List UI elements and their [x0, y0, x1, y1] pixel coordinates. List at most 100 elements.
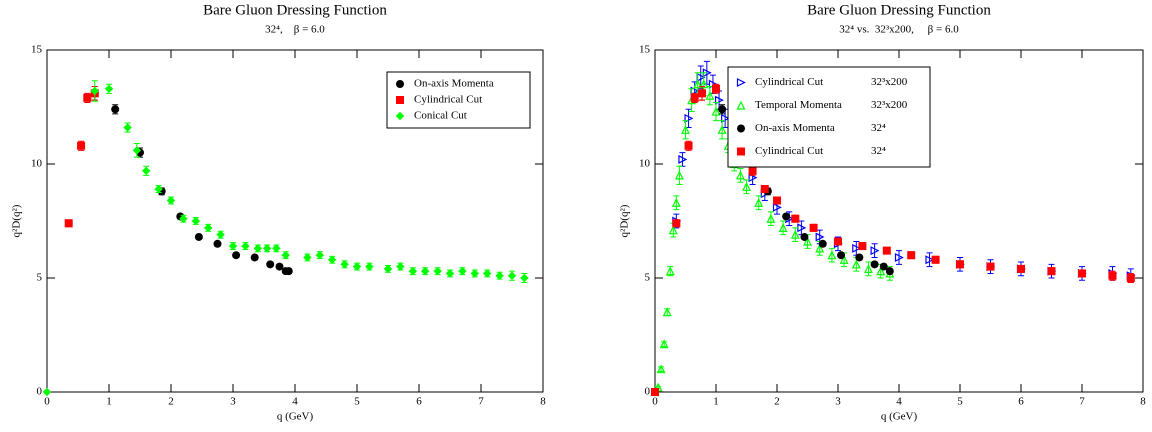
error-bar	[926, 252, 933, 268]
legend-label: Cylindrical Cut	[414, 94, 482, 106]
marker	[228, 241, 238, 251]
y-tick-label: 5	[37, 272, 43, 284]
marker	[803, 236, 812, 246]
marker	[737, 124, 745, 133]
marker	[697, 89, 706, 98]
marker	[718, 105, 727, 114]
marker	[520, 273, 529, 283]
marker	[482, 269, 492, 278]
marker	[736, 78, 746, 87]
marker	[1126, 274, 1135, 282]
legend-box	[727, 66, 931, 168]
marker	[262, 244, 272, 253]
marker	[721, 113, 730, 123]
marker	[352, 262, 362, 271]
marker	[870, 260, 879, 269]
marker	[742, 181, 751, 191]
chart-subtitle: 32⁴, β = 6.0	[265, 24, 325, 36]
marker	[818, 239, 827, 248]
marker	[253, 244, 263, 253]
x-tick-label: 8	[1140, 396, 1146, 408]
marker	[104, 84, 114, 93]
marker	[662, 307, 672, 317]
y-axis-label: q²D(q²)	[11, 204, 23, 237]
marker	[809, 223, 818, 232]
marker	[396, 80, 404, 88]
marker	[396, 96, 404, 104]
marker	[864, 264, 873, 273]
x-axis-label: q (GeV)	[881, 411, 918, 423]
x-tick-label: 4	[292, 396, 298, 408]
marker	[711, 106, 721, 116]
marker	[132, 146, 142, 155]
error-bar	[697, 65, 704, 90]
marker	[1078, 269, 1086, 278]
marker	[266, 260, 275, 269]
legend-label: Cylindrical Cut	[755, 76, 823, 88]
x-tick-label: 2	[168, 396, 174, 408]
y-tick-label: 5	[645, 272, 651, 284]
marker	[907, 251, 916, 260]
marker	[458, 266, 467, 276]
marker	[191, 216, 201, 226]
x-tick-label: 7	[478, 396, 484, 408]
y-tick-label: 10	[639, 158, 651, 170]
x-tick-label: 3	[230, 396, 236, 408]
marker	[735, 170, 745, 180]
marker	[433, 266, 442, 276]
legend-label: Cylindrical Cut	[755, 145, 823, 157]
marker	[672, 219, 681, 228]
marker	[216, 230, 225, 239]
marker	[885, 267, 894, 276]
error-bar	[896, 250, 902, 265]
legend-box	[386, 71, 531, 129]
marker	[213, 239, 222, 248]
marker	[272, 244, 281, 253]
marker	[681, 124, 690, 134]
marker	[90, 86, 99, 96]
x-tick-label: 1	[713, 396, 719, 408]
error-bar	[798, 220, 805, 236]
marker	[714, 95, 724, 105]
marker	[894, 253, 904, 262]
marker	[315, 250, 325, 260]
marker	[851, 259, 861, 269]
marker	[303, 253, 312, 262]
marker	[408, 266, 418, 276]
marker	[791, 214, 800, 223]
y-tick-label: 0	[37, 386, 43, 398]
error-bar	[719, 120, 726, 140]
marker	[250, 253, 259, 262]
marker	[395, 111, 405, 121]
marker	[693, 79, 703, 89]
marker	[870, 246, 880, 256]
marker	[827, 250, 837, 260]
x-tick-label: 1	[106, 396, 112, 408]
legend-lattice: 32⁴	[871, 122, 886, 134]
legend-label: On-axis Momenta	[755, 122, 835, 134]
marker	[684, 113, 694, 123]
error-bar	[713, 101, 719, 122]
marker	[925, 255, 935, 265]
x-tick-label: 3	[835, 396, 841, 408]
marker	[778, 222, 788, 232]
marker	[179, 214, 188, 223]
marker	[800, 232, 809, 241]
marker	[241, 241, 250, 251]
marker	[815, 232, 825, 242]
marker	[736, 100, 746, 110]
x-tick-label: 5	[957, 396, 963, 408]
x-tick-label: 0	[44, 396, 50, 408]
marker	[748, 166, 757, 175]
marker	[111, 105, 120, 114]
marker	[766, 213, 776, 223]
series	[650, 72, 895, 397]
x-tick-label: 4	[896, 396, 902, 408]
chart: Bare Gluon Dressing Function 32⁴, β = 6.0…	[11, 2, 547, 422]
marker	[445, 269, 455, 278]
marker	[284, 267, 293, 276]
marker	[1047, 267, 1056, 276]
marker	[674, 170, 684, 180]
error-bar	[679, 152, 686, 167]
